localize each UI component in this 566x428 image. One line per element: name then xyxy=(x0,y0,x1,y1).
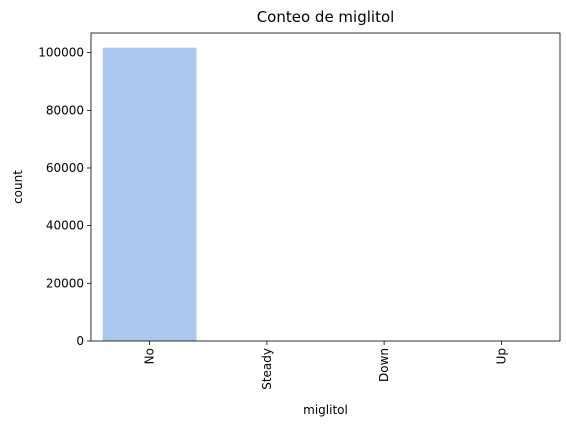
y-axis-ticks: 0 20000 40000 60000 80000 100000 xyxy=(38,46,91,348)
bar-no xyxy=(102,47,197,342)
y-axis-label: count xyxy=(11,170,25,204)
x-axis-ticks: No Steady Down Up xyxy=(143,341,508,390)
plot-frame xyxy=(90,32,561,342)
x-tick-label: Steady xyxy=(260,348,274,390)
y-tick-label: 60000 xyxy=(46,161,84,175)
x-tick-label: Up xyxy=(494,348,508,364)
x-tick-label: Down xyxy=(377,348,391,382)
x-tick-label: No xyxy=(143,348,157,364)
y-tick-label: 40000 xyxy=(46,219,84,233)
y-tick-label: 100000 xyxy=(38,46,84,60)
x-axis-label: miglitol xyxy=(303,403,348,417)
bars-group xyxy=(102,47,549,342)
y-tick-label: 0 xyxy=(76,334,84,348)
y-tick-label: 80000 xyxy=(46,103,84,117)
chart-title: Conteo de miglitol xyxy=(257,8,395,26)
y-tick-label: 20000 xyxy=(46,276,84,290)
